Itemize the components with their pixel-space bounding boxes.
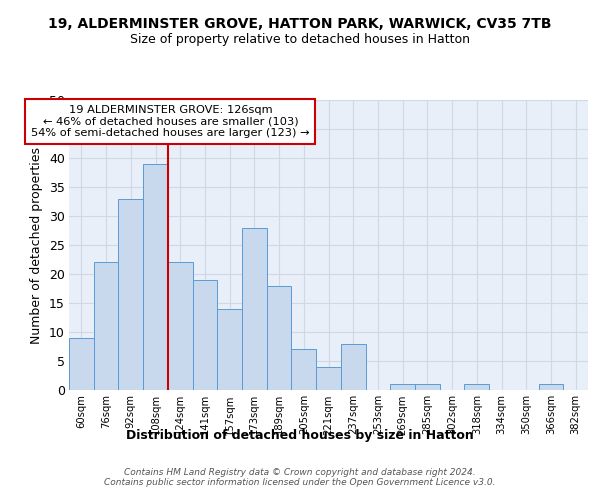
Bar [292,350,316,390]
Bar [69,338,94,390]
Text: 19 ALDERMINSTER GROVE: 126sqm
← 46% of detached houses are smaller (103)
54% of : 19 ALDERMINSTER GROVE: 126sqm ← 46% of d… [31,104,310,138]
Bar [267,286,292,390]
Text: Size of property relative to detached houses in Hatton: Size of property relative to detached ho… [130,32,470,46]
Y-axis label: Number of detached properties: Number of detached properties [30,146,43,344]
Bar [94,262,118,390]
Text: 19, ALDERMINSTER GROVE, HATTON PARK, WARWICK, CV35 7TB: 19, ALDERMINSTER GROVE, HATTON PARK, WAR… [48,18,552,32]
Bar [390,384,415,390]
Bar [118,198,143,390]
Bar [168,262,193,390]
Bar [143,164,168,390]
Bar [217,309,242,390]
Text: Distribution of detached houses by size in Hatton: Distribution of detached houses by size … [126,428,474,442]
Bar [316,367,341,390]
Bar [193,280,217,390]
Text: Contains HM Land Registry data © Crown copyright and database right 2024.
Contai: Contains HM Land Registry data © Crown c… [104,468,496,487]
Bar [242,228,267,390]
Bar [464,384,489,390]
Bar [341,344,365,390]
Bar [539,384,563,390]
Bar [415,384,440,390]
